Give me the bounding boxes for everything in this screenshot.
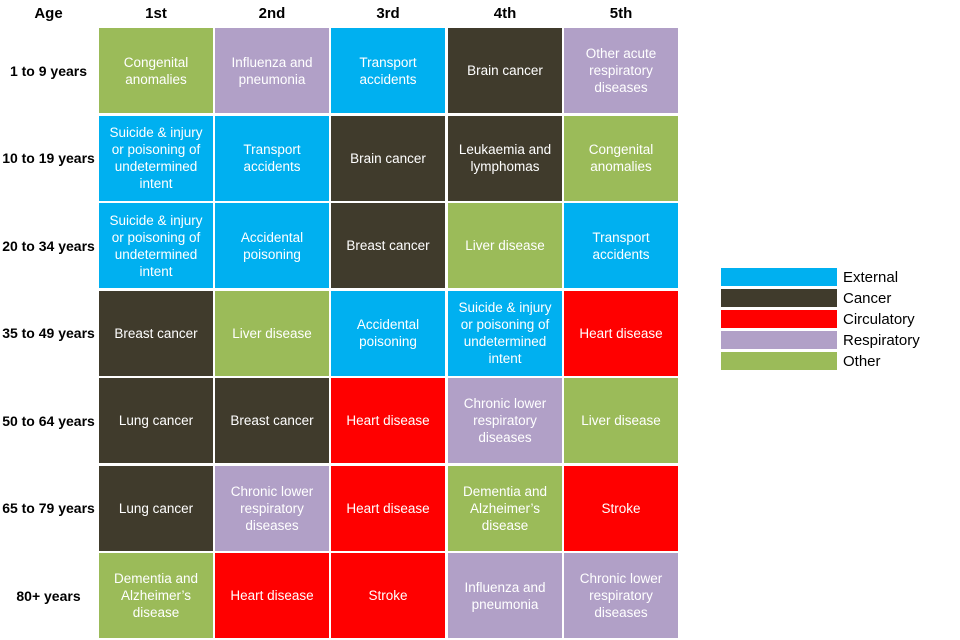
- cause-cell: Transport accidents: [331, 28, 445, 113]
- legend-label: Circulatory: [843, 310, 915, 328]
- legend-label: Other: [843, 352, 881, 370]
- cause-cell: Breast cancer: [215, 378, 329, 463]
- legend-item: Respiratory: [721, 331, 920, 349]
- cause-cell: Heart disease: [331, 378, 445, 463]
- legend-swatch: [721, 331, 837, 349]
- cause-cell: Liver disease: [215, 290, 329, 376]
- cause-cell: Dementia and Alzheimer’s disease: [448, 465, 562, 551]
- cause-cell: Transport accidents: [215, 115, 329, 201]
- column-header: 2nd: [258, 4, 286, 22]
- cause-cell: Leukaemia and lymphomas: [448, 115, 562, 201]
- age-row-label: 35 to 49 years: [2, 325, 95, 341]
- cause-cell: Lung cancer: [99, 465, 213, 551]
- corner-label: Age: [34, 4, 63, 22]
- cause-cell: Brain cancer: [448, 28, 562, 113]
- cause-cell: Dementia and Alzheimer’s disease: [99, 553, 213, 638]
- cause-cell: Breast cancer: [331, 203, 445, 288]
- cause-cell: Chronic lower respiratory diseases: [564, 553, 678, 638]
- column-header: 1st: [145, 4, 167, 22]
- column-header: 5th: [609, 4, 633, 22]
- legend-item: Circulatory: [721, 310, 915, 328]
- cause-cell: Suicide & injury or poisoning of undeter…: [99, 203, 213, 288]
- cause-cell: Breast cancer: [99, 290, 213, 376]
- cause-cell: Influenza and pneumonia: [215, 28, 329, 113]
- cause-cell: Chronic lower respiratory diseases: [448, 378, 562, 463]
- cause-cell: Liver disease: [448, 203, 562, 288]
- legend-swatch: [721, 352, 837, 370]
- cause-cell: Heart disease: [331, 465, 445, 551]
- column-header: 4th: [493, 4, 517, 22]
- cause-cell: Congenital anomalies: [99, 28, 213, 113]
- age-row-label: 50 to 64 years: [2, 412, 95, 429]
- legend-item: External: [721, 268, 898, 286]
- cause-cell: Suicide & injury or poisoning of undeter…: [448, 290, 562, 376]
- legend-label: External: [843, 268, 899, 286]
- legend-label: Respiratory: [843, 331, 920, 349]
- legend-swatch: [721, 268, 837, 286]
- legend-item: Cancer: [721, 289, 891, 307]
- cause-cell: Heart disease: [215, 553, 329, 638]
- cause-cell: Transport accidents: [564, 203, 678, 288]
- cause-cell: Congenital anomalies: [564, 115, 678, 201]
- legend-swatch: [721, 310, 837, 328]
- age-row-label: 80+ years: [16, 587, 81, 604]
- legend-swatch: [721, 289, 837, 307]
- cause-cell: Lung cancer: [99, 378, 213, 463]
- cause-cell: Stroke: [331, 553, 445, 638]
- cause-cell: Heart disease: [564, 290, 678, 376]
- cause-cell: Stroke: [564, 465, 678, 551]
- cause-cell: Suicide & injury or poisoning of undeter…: [99, 115, 213, 201]
- cause-cell: Brain cancer: [331, 115, 445, 201]
- column-header: 3rd: [376, 4, 400, 22]
- cause-cell: Liver disease: [564, 378, 678, 463]
- cause-cell: Accidental poisoning: [215, 203, 329, 288]
- legend-label: Cancer: [843, 289, 892, 307]
- cause-cell: Other acute respiratory diseases: [564, 28, 678, 113]
- cause-cell: Chronic lower respiratory diseases: [215, 465, 329, 551]
- age-row-label: 65 to 79 years: [2, 500, 95, 516]
- age-row-label: 1 to 9 years: [9, 62, 88, 79]
- legend-item: Other: [721, 352, 881, 370]
- age-row-label: 20 to 34 years: [2, 237, 95, 254]
- causes-of-death-grid: Age 1st 2nd 3rd 4th 5th 1 to 9 years Congenita…: [2, 4, 678, 638]
- cause-cell: Accidental poisoning: [331, 290, 445, 376]
- age-row-label: 10 to 19 years: [2, 150, 95, 166]
- cause-cell: Influenza and pneumonia: [448, 553, 562, 638]
